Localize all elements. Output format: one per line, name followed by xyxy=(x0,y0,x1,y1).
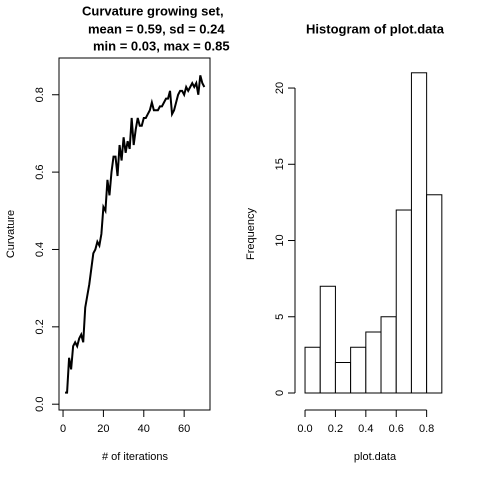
chart-title: mean = 0.59, sd = 0.24 xyxy=(88,21,225,36)
y-tick-label: 15 xyxy=(274,158,286,170)
chart-title: Curvature growing set, xyxy=(82,3,224,18)
y-tick-label: 0.0 xyxy=(34,397,46,412)
y-axis-label: Curvature xyxy=(5,210,17,258)
histogram-bar xyxy=(395,209,412,394)
y-tick-label: 0.2 xyxy=(34,319,46,334)
x-tick-label: 40 xyxy=(138,423,150,435)
x-axis-label: # of iterations xyxy=(102,451,169,463)
histogram-bar xyxy=(426,194,443,394)
x-tick-label: 0.0 xyxy=(297,423,312,435)
histogram-bar xyxy=(304,346,321,394)
y-tick-label: 0 xyxy=(274,390,286,396)
histogram-bar xyxy=(410,72,428,394)
line-series xyxy=(65,75,206,394)
histogram-bar xyxy=(365,331,382,394)
x-axis-label: plot.data xyxy=(354,451,397,463)
x-tick-label: 0 xyxy=(60,423,66,435)
y-tick-label: 0.6 xyxy=(34,164,46,179)
histogram-bar xyxy=(350,346,367,394)
y-tick-label: 20 xyxy=(274,82,286,94)
y-axis-label: Frequency xyxy=(245,208,257,260)
y-tick-label: 5 xyxy=(274,314,286,320)
x-tick-label: 0.6 xyxy=(389,423,404,435)
x-tick-label: 0.8 xyxy=(419,423,434,435)
y-tick-label: 10 xyxy=(274,234,286,246)
plot-box xyxy=(58,57,211,411)
histogram-bar xyxy=(334,362,352,394)
chart-title: Histogram of plot.data xyxy=(306,21,445,36)
x-tick-label: 20 xyxy=(97,423,109,435)
x-tick-label: 0.2 xyxy=(328,423,343,435)
chart-title: min = 0.03, max = 0.85 xyxy=(93,38,230,53)
y-tick-label: 0.4 xyxy=(34,242,46,257)
histogram-bar xyxy=(319,285,336,394)
histogram-bar xyxy=(380,316,397,394)
y-tick-label: 0.8 xyxy=(34,87,46,102)
x-tick-label: 0.4 xyxy=(358,423,373,435)
x-tick-label: 60 xyxy=(178,423,190,435)
title-group: Curvature growing set, mean = 0.59, sd = … xyxy=(82,3,230,53)
